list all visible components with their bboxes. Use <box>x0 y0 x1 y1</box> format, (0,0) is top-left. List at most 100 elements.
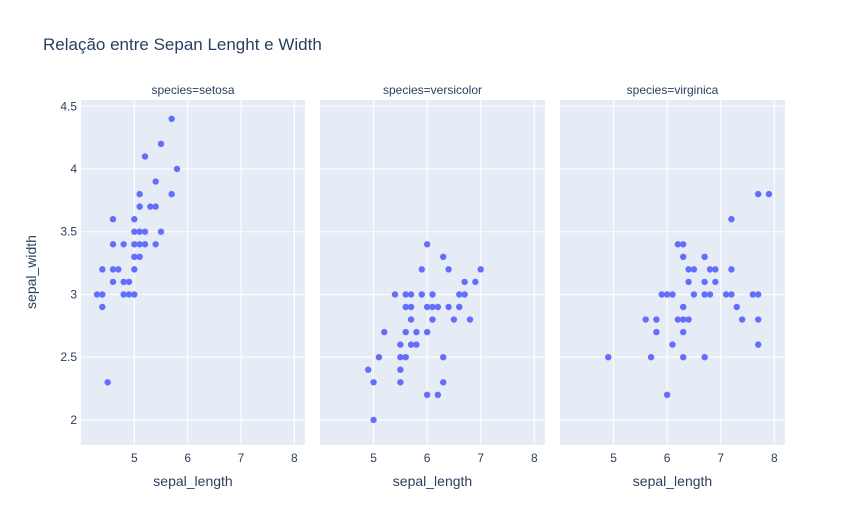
data-point[interactable] <box>136 190 143 198</box>
data-point[interactable] <box>701 291 708 298</box>
data-point[interactable] <box>418 266 425 273</box>
data-point[interactable] <box>109 278 117 286</box>
data-point[interactable] <box>157 228 165 235</box>
data-point[interactable] <box>434 303 442 311</box>
data-point[interactable] <box>658 291 665 298</box>
data-point[interactable] <box>147 203 154 210</box>
data-point[interactable] <box>680 303 687 311</box>
data-point[interactable] <box>152 178 159 185</box>
data-point[interactable] <box>397 379 404 386</box>
data-point[interactable] <box>472 278 479 286</box>
data-point[interactable] <box>701 278 708 286</box>
data-point[interactable] <box>466 316 474 323</box>
data-point[interactable] <box>653 328 660 336</box>
data-point[interactable] <box>413 341 420 348</box>
data-point[interactable] <box>131 253 138 261</box>
data-point[interactable] <box>173 165 181 173</box>
data-point[interactable] <box>131 228 138 235</box>
data-point[interactable] <box>93 291 101 298</box>
data-point[interactable] <box>680 241 687 248</box>
data-point[interactable] <box>440 253 447 261</box>
data-point[interactable] <box>456 303 463 311</box>
data-point[interactable] <box>397 366 404 373</box>
data-point[interactable] <box>152 203 159 210</box>
data-point[interactable] <box>120 291 127 298</box>
data-point[interactable] <box>429 316 436 323</box>
data-point[interactable] <box>440 379 447 386</box>
data-point[interactable] <box>450 316 458 323</box>
data-point[interactable] <box>115 266 122 273</box>
data-point[interactable] <box>391 291 399 298</box>
data-point[interactable] <box>701 253 708 261</box>
data-point[interactable] <box>423 241 431 248</box>
data-point[interactable] <box>141 228 149 235</box>
data-point[interactable] <box>605 353 612 361</box>
data-point[interactable] <box>680 253 687 261</box>
data-point[interactable] <box>397 353 404 361</box>
data-point[interactable] <box>706 266 714 273</box>
data-point[interactable] <box>157 140 165 148</box>
data-point[interactable] <box>690 266 698 273</box>
data-point[interactable] <box>680 316 687 323</box>
data-point[interactable] <box>375 353 383 361</box>
data-point[interactable] <box>674 241 682 248</box>
data-point[interactable] <box>381 328 388 336</box>
data-point[interactable] <box>738 316 746 323</box>
data-point[interactable] <box>755 341 762 348</box>
data-point[interactable] <box>109 241 117 248</box>
data-point[interactable] <box>131 241 138 248</box>
data-point[interactable] <box>99 266 106 273</box>
data-point[interactable] <box>712 266 719 273</box>
data-point[interactable] <box>755 190 762 198</box>
data-point[interactable] <box>685 316 692 323</box>
data-point[interactable] <box>429 291 436 298</box>
data-point[interactable] <box>402 328 409 336</box>
data-point[interactable] <box>397 341 404 348</box>
data-point[interactable] <box>423 391 431 399</box>
data-point[interactable] <box>445 266 452 273</box>
data-point[interactable] <box>429 303 436 311</box>
data-point[interactable] <box>407 341 415 348</box>
data-point[interactable] <box>663 391 671 399</box>
data-point[interactable] <box>141 153 149 160</box>
data-point[interactable] <box>131 266 138 273</box>
data-point[interactable] <box>365 366 372 373</box>
data-point[interactable] <box>434 391 442 399</box>
data-point[interactable] <box>685 278 692 286</box>
data-point[interactable] <box>680 353 687 361</box>
data-point[interactable] <box>99 303 106 311</box>
data-point[interactable] <box>370 379 377 386</box>
data-point[interactable] <box>749 291 757 298</box>
data-point[interactable] <box>653 316 660 323</box>
data-point[interactable] <box>423 303 431 311</box>
data-point[interactable] <box>765 190 773 198</box>
data-point[interactable] <box>706 291 714 298</box>
data-point[interactable] <box>461 291 468 298</box>
data-point[interactable] <box>131 215 138 223</box>
data-point[interactable] <box>125 291 133 298</box>
data-point[interactable] <box>669 291 676 298</box>
data-point[interactable] <box>407 316 415 323</box>
data-point[interactable] <box>461 278 468 286</box>
data-point[interactable] <box>407 291 415 298</box>
data-point[interactable] <box>407 303 415 311</box>
data-point[interactable] <box>104 379 111 386</box>
data-point[interactable] <box>728 266 735 273</box>
data-point[interactable] <box>152 241 159 248</box>
data-point[interactable] <box>402 291 409 298</box>
data-point[interactable] <box>413 328 420 336</box>
data-point[interactable] <box>136 203 143 210</box>
data-point[interactable] <box>370 416 377 424</box>
data-point[interactable] <box>402 303 409 311</box>
data-point[interactable] <box>733 303 740 311</box>
data-point[interactable] <box>728 291 735 298</box>
data-point[interactable] <box>722 291 730 298</box>
data-point[interactable] <box>109 266 117 273</box>
data-point[interactable] <box>402 353 409 361</box>
data-point[interactable] <box>131 291 138 298</box>
data-point[interactable] <box>685 266 692 273</box>
data-point[interactable] <box>136 241 143 248</box>
data-point[interactable] <box>755 316 762 323</box>
data-point[interactable] <box>445 303 452 311</box>
data-point[interactable] <box>141 241 149 248</box>
